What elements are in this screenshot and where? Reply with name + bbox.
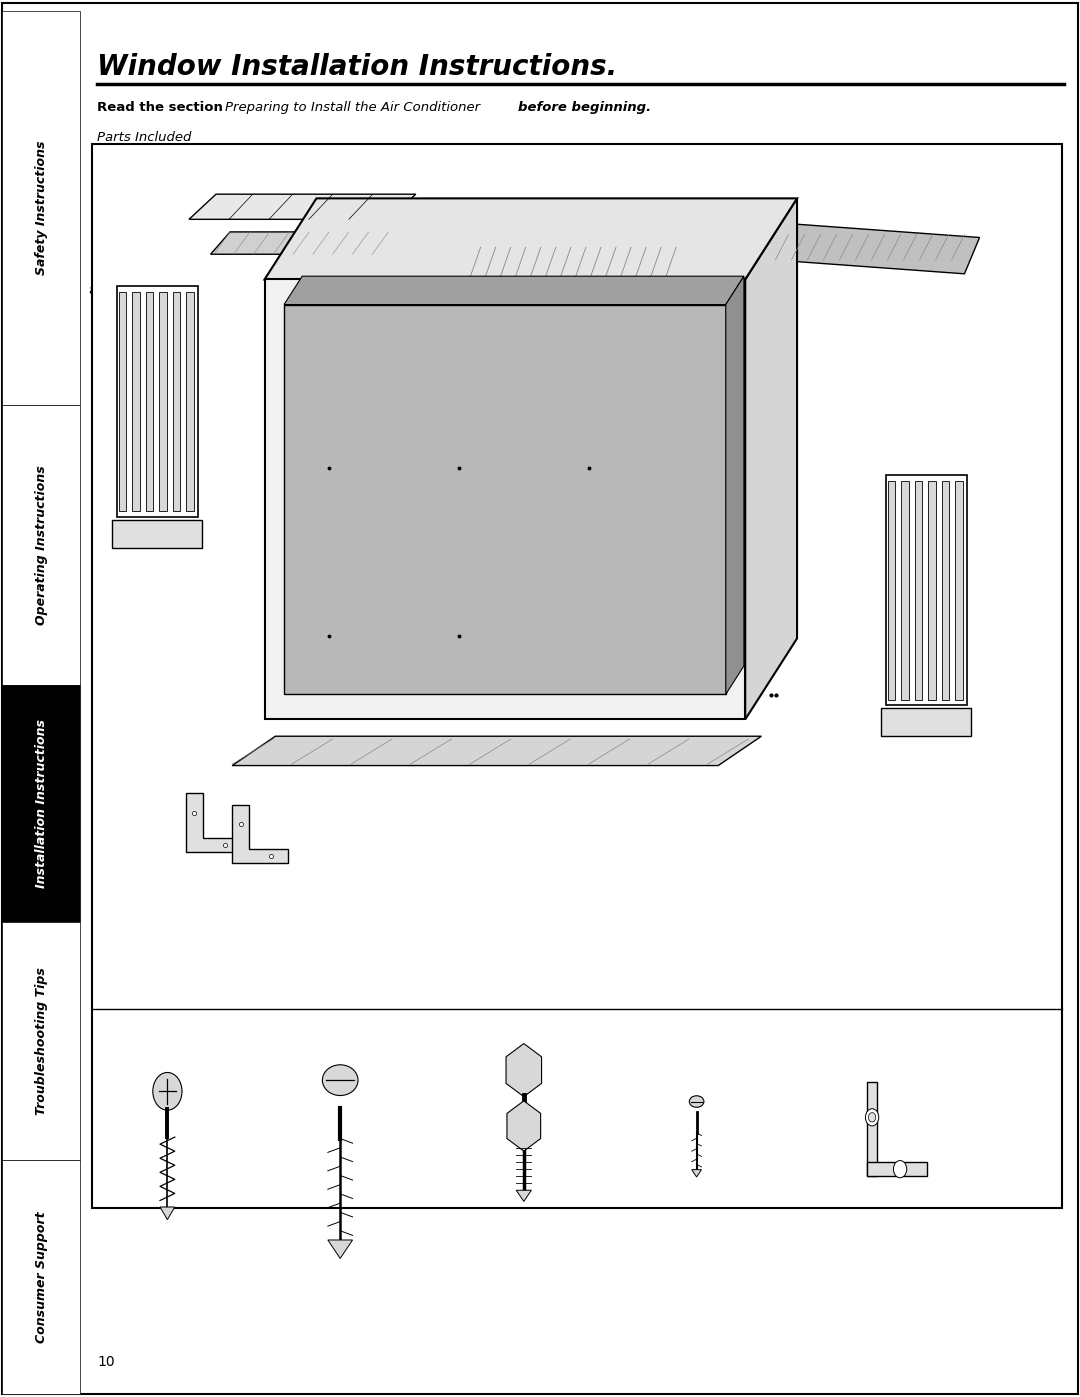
Bar (2, 1160, 80, 1394)
Polygon shape (211, 232, 408, 254)
Bar (112, 520, 202, 548)
Text: Type B (8): Type B (8) (311, 1087, 369, 1097)
Bar (2, 685, 80, 922)
Polygon shape (265, 198, 797, 279)
Text: Read the section: Read the section (97, 101, 228, 113)
Circle shape (865, 1109, 879, 1126)
Text: Foam top
window gasket: Foam top window gasket (448, 260, 543, 296)
Text: Troubleshooting Tips: Troubleshooting Tips (35, 967, 48, 1115)
Polygon shape (232, 736, 761, 766)
Bar (284, 305, 726, 694)
Text: Top mounting rail
seal strip: Top mounting rail seal strip (324, 246, 429, 332)
Bar (2, 11, 80, 405)
Polygon shape (745, 198, 797, 719)
Bar (2, 922, 80, 1160)
Circle shape (893, 1161, 907, 1178)
Ellipse shape (322, 1065, 359, 1095)
Text: Bottom inner
case gasket: Bottom inner case gasket (742, 668, 845, 739)
Bar (888, 481, 895, 700)
Text: 10: 10 (97, 1355, 114, 1369)
Ellipse shape (689, 1095, 704, 1108)
Bar (92, 144, 1062, 1208)
Text: Top mounting rail: Top mounting rail (157, 177, 259, 205)
Text: Safety Instructions: Safety Instructions (35, 141, 48, 275)
Text: Consumer Support: Consumer Support (35, 1211, 48, 1343)
Text: Operating Instructions: Operating Instructions (35, 465, 48, 624)
Bar (119, 292, 126, 511)
Bar (186, 292, 193, 511)
Polygon shape (189, 194, 416, 219)
Polygon shape (328, 1241, 352, 1259)
Polygon shape (726, 277, 744, 694)
Bar (915, 481, 922, 700)
Bar (928, 481, 935, 700)
Bar (146, 292, 153, 511)
Text: Left
accordion
panel: Left accordion panel (87, 270, 146, 381)
Text: Window
sash seal: Window sash seal (901, 184, 997, 237)
Circle shape (153, 1073, 181, 1111)
Polygon shape (507, 1101, 541, 1151)
Polygon shape (470, 229, 693, 279)
Polygon shape (772, 224, 980, 274)
Text: before beginning.: before beginning. (518, 101, 651, 113)
Polygon shape (692, 1169, 702, 1176)
Bar (173, 292, 180, 511)
Circle shape (868, 1112, 876, 1122)
Bar (117, 286, 198, 517)
Polygon shape (186, 793, 242, 852)
Bar (886, 475, 967, 705)
Bar (265, 279, 745, 719)
Bar (867, 1083, 877, 1176)
Text: Preparing to Install the Air Conditioner: Preparing to Install the Air Conditioner (225, 101, 484, 113)
Bar (881, 708, 971, 736)
Bar (955, 481, 962, 700)
Polygon shape (516, 1190, 531, 1201)
Text: Type C
Bolt (2): Type C Bolt (2) (502, 1087, 545, 1108)
Bar (942, 481, 949, 700)
Text: Type A
AS_06, AS_08 (18 or 19)
AS_10 (19 or 20): Type A AS_06, AS_08 (18 or 19) AS_10 (19… (98, 1087, 237, 1122)
Bar (867, 1162, 928, 1176)
Text: Sill support (2): Sill support (2) (288, 792, 442, 813)
Text: Right
accordion
panel: Right accordion panel (942, 507, 999, 581)
Polygon shape (160, 1207, 175, 1220)
Bar (2, 405, 80, 685)
Text: Installation Instructions: Installation Instructions (35, 719, 48, 887)
Bar (132, 292, 139, 511)
Bar (159, 292, 166, 511)
Text: Parts Included: Parts Included (97, 131, 191, 144)
Text: Security bracket (1): Security bracket (1) (835, 1087, 947, 1097)
Polygon shape (284, 277, 744, 305)
Polygon shape (232, 805, 288, 863)
Bar (901, 481, 908, 700)
Text: Window Installation Instructions.: Window Installation Instructions. (97, 53, 618, 81)
Polygon shape (507, 1044, 541, 1097)
Text: Type D (1)
(on some models): Type D (1) (on some models) (645, 1087, 748, 1108)
